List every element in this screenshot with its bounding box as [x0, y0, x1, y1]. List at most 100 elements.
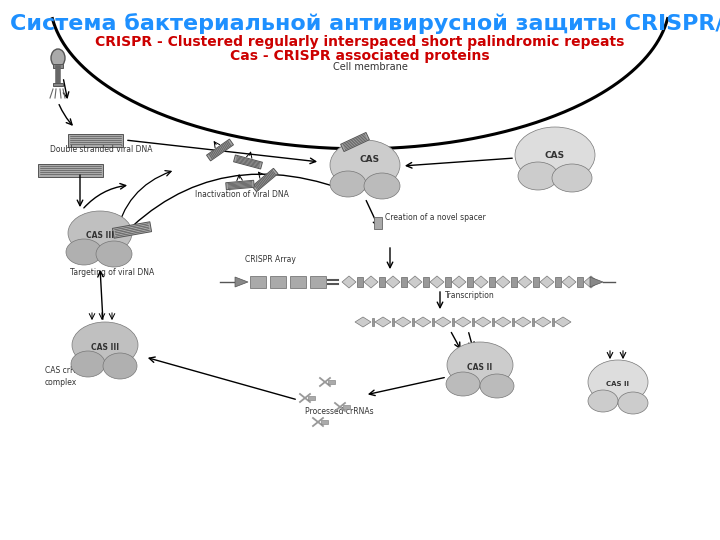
Bar — [467, 277, 473, 287]
Bar — [379, 277, 385, 287]
Polygon shape — [452, 276, 466, 288]
Polygon shape — [495, 317, 511, 327]
Text: Transcription: Transcription — [445, 291, 495, 300]
Bar — [53, 83, 63, 86]
Polygon shape — [515, 317, 531, 327]
Ellipse shape — [72, 322, 138, 368]
Bar — [250, 276, 266, 288]
Polygon shape — [408, 276, 422, 288]
Text: Targeting of viral DNA: Targeting of viral DNA — [70, 268, 154, 277]
Ellipse shape — [446, 372, 480, 396]
Bar — [452, 318, 454, 326]
Bar — [290, 276, 306, 288]
Bar — [512, 318, 514, 326]
Polygon shape — [375, 317, 391, 327]
Bar — [423, 277, 429, 287]
Bar — [308, 396, 315, 400]
Ellipse shape — [447, 342, 513, 388]
Polygon shape — [112, 222, 152, 238]
Text: CAS II: CAS II — [467, 362, 492, 372]
Text: CAS: CAS — [545, 151, 565, 159]
Ellipse shape — [330, 140, 400, 190]
Bar — [372, 318, 374, 326]
Polygon shape — [355, 317, 371, 327]
Ellipse shape — [68, 211, 132, 255]
Bar — [577, 277, 583, 287]
Bar — [533, 277, 539, 287]
Bar — [392, 318, 394, 326]
Text: Cell membrane: Cell membrane — [333, 62, 408, 72]
Polygon shape — [342, 276, 356, 288]
Polygon shape — [435, 317, 451, 327]
Polygon shape — [395, 317, 411, 327]
Text: Processed crRNAs: Processed crRNAs — [305, 407, 374, 416]
Bar — [492, 318, 494, 326]
Polygon shape — [540, 276, 554, 288]
Polygon shape — [233, 155, 262, 169]
Text: CAS III: CAS III — [91, 342, 119, 352]
Polygon shape — [415, 317, 431, 327]
Bar — [445, 277, 451, 287]
Text: Система бактериальной антивирусной защиты CRISPR/Cas: Система бактериальной антивирусной защит… — [10, 13, 720, 34]
Bar — [321, 420, 328, 424]
Polygon shape — [341, 132, 369, 152]
Bar — [357, 277, 363, 287]
Ellipse shape — [330, 171, 366, 197]
Text: CRISPR Array: CRISPR Array — [245, 255, 296, 264]
Bar — [432, 318, 434, 326]
Ellipse shape — [364, 173, 400, 199]
Text: CAS II: CAS II — [606, 381, 629, 387]
Polygon shape — [386, 276, 400, 288]
Polygon shape — [235, 277, 248, 287]
Bar — [401, 277, 407, 287]
Ellipse shape — [71, 351, 105, 377]
Ellipse shape — [480, 374, 514, 398]
Polygon shape — [496, 276, 510, 288]
Ellipse shape — [618, 392, 648, 414]
Polygon shape — [68, 133, 122, 146]
Ellipse shape — [588, 360, 648, 404]
Polygon shape — [475, 317, 491, 327]
Text: Creation of a novel spacer: Creation of a novel spacer — [385, 213, 486, 222]
Text: CAS: CAS — [360, 156, 380, 165]
Bar — [489, 277, 495, 287]
Ellipse shape — [96, 241, 132, 267]
Ellipse shape — [515, 127, 595, 183]
Ellipse shape — [518, 162, 558, 190]
Bar — [53, 64, 63, 68]
Ellipse shape — [66, 239, 102, 265]
Bar — [511, 277, 517, 287]
Bar — [552, 318, 554, 326]
Polygon shape — [562, 276, 576, 288]
Text: Inactivation of viral DNA: Inactivation of viral DNA — [195, 190, 289, 199]
Polygon shape — [226, 180, 254, 190]
Polygon shape — [535, 317, 551, 327]
Polygon shape — [474, 276, 488, 288]
Ellipse shape — [552, 164, 592, 192]
Polygon shape — [584, 276, 598, 288]
Ellipse shape — [588, 390, 618, 412]
Bar — [270, 276, 286, 288]
Bar — [343, 405, 350, 409]
Polygon shape — [207, 139, 233, 161]
Polygon shape — [374, 217, 382, 229]
Bar — [472, 318, 474, 326]
Bar — [532, 318, 534, 326]
Text: CAS III: CAS III — [86, 231, 114, 240]
Bar — [328, 380, 335, 384]
Polygon shape — [518, 276, 532, 288]
Bar — [412, 318, 414, 326]
Polygon shape — [590, 277, 603, 287]
Polygon shape — [555, 317, 571, 327]
Polygon shape — [252, 168, 278, 192]
Bar — [555, 277, 561, 287]
Text: CRISPR - Clustered regularly interspaced short palindromic repeats: CRISPR - Clustered regularly interspaced… — [95, 35, 625, 49]
Polygon shape — [455, 317, 471, 327]
Polygon shape — [37, 164, 102, 177]
Text: Double stranded viral DNA: Double stranded viral DNA — [50, 145, 153, 154]
Bar — [310, 276, 326, 288]
Polygon shape — [430, 276, 444, 288]
Polygon shape — [364, 276, 378, 288]
Text: Cas - CRISPR associated proteins: Cas - CRISPR associated proteins — [230, 49, 490, 63]
Text: CAS crRNA
complex: CAS crRNA complex — [45, 366, 86, 387]
